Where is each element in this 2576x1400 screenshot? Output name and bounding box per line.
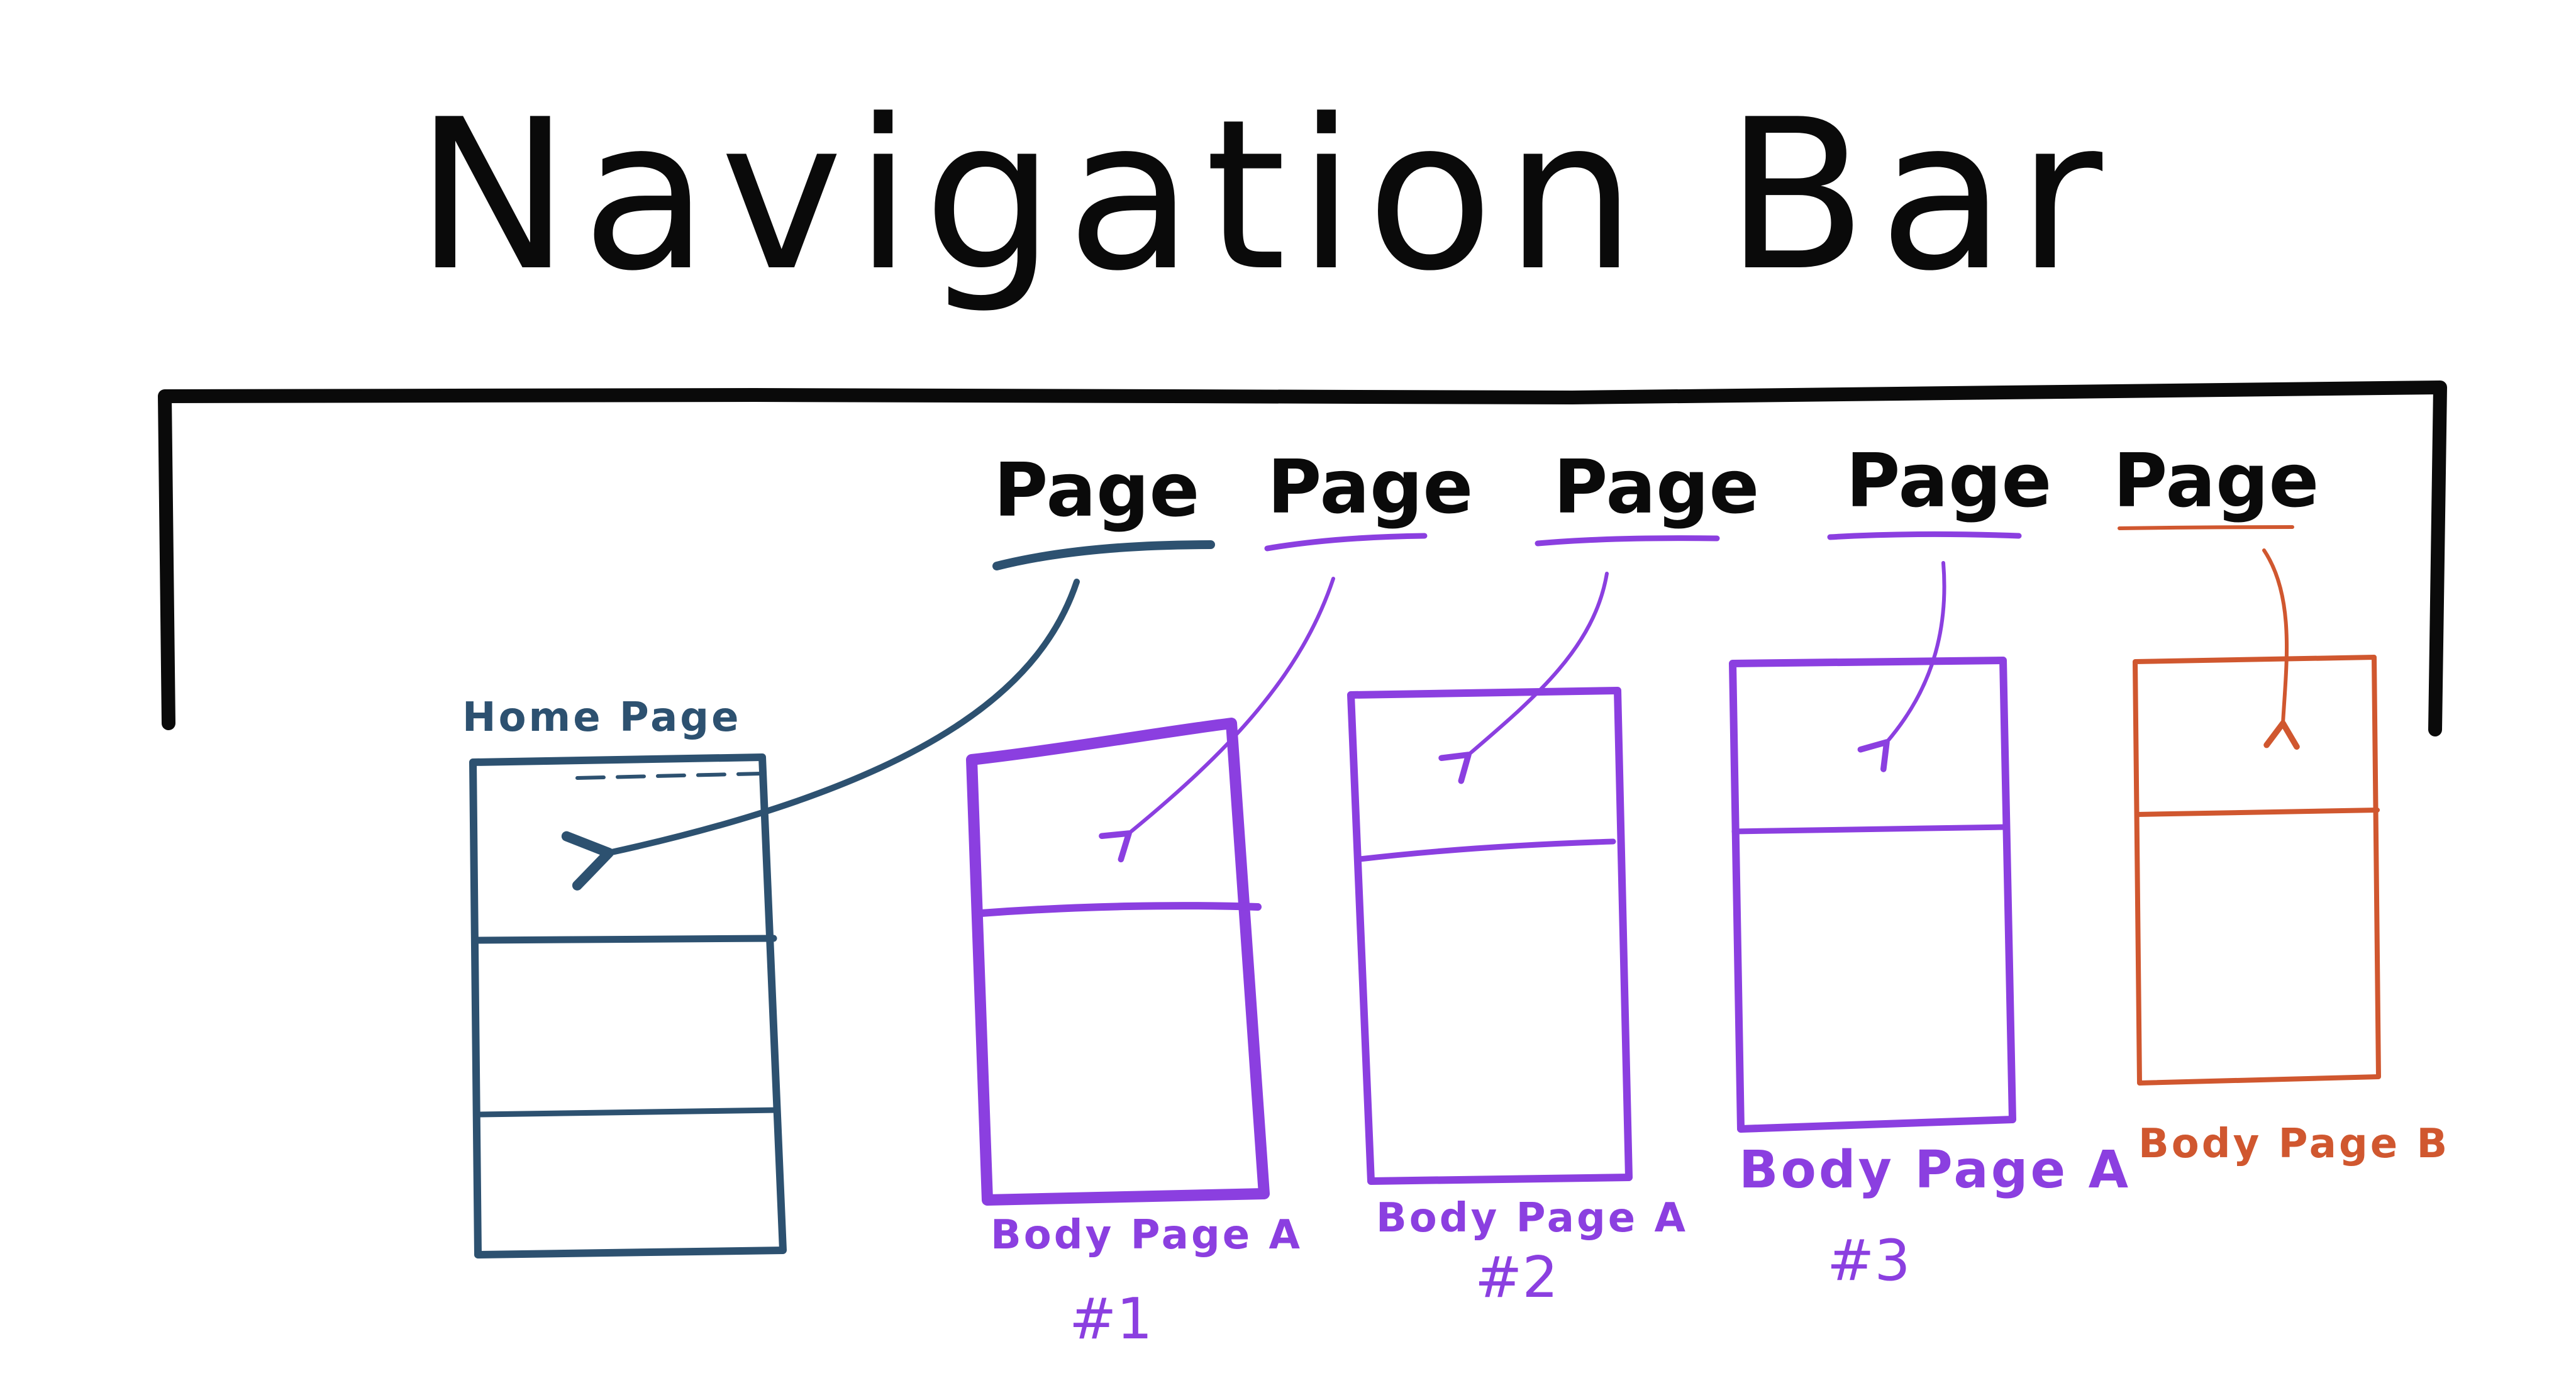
nav-tab-label: Page [1846,437,2051,524]
header-dashes [575,772,763,780]
nav-tab-body-a2[interactable]: Page [1535,443,1759,547]
section-divider [473,935,777,944]
nav-tab-body-b[interactable]: Page [2113,437,2319,530]
arrow-home [561,579,1080,891]
nav-tab-label: Page [1553,443,1759,530]
page-number: #2 [1475,1245,1558,1311]
nav-tab-body-a1[interactable]: Page [1264,443,1473,552]
page-wireframe-body-b: Body Page B [2133,655,2450,1167]
diagram-title: Navigation Bar [415,75,2114,316]
page-caption: Body Page A [1376,1195,1688,1242]
page-number: #3 [1827,1228,1911,1294]
section-divider [977,902,1262,917]
arrow-body-a3 [1857,561,1946,772]
page-frame [1729,657,2016,1133]
nav-tab-underline [2118,525,2294,530]
section-divider [1357,838,1616,862]
nav-tab-underline [1264,533,1428,552]
page-wireframe-body-a2: Body Page A #2 [1347,687,1688,1311]
page-caption: Body Page A [991,1212,1302,1258]
page-frame [966,718,1270,1206]
nav-tab-underline [1827,531,2022,540]
nav-tab-underline [1535,535,1720,547]
section-divider [477,1107,780,1118]
nav-tab-label: Page [1267,443,1473,530]
nav-tab-underline [992,540,1215,570]
section-divider [2135,808,2380,817]
page-caption: Body Page B [2138,1121,2450,1167]
arrow-body-a1 [1099,577,1335,863]
page-wireframe-body-a1: Body Page A #1 [966,718,1302,1352]
nav-tab-home[interactable]: Page [992,447,1215,570]
page-wireframe-body-a3: Body Page A #3 [1729,657,2131,1294]
page-frame [1347,687,1633,1185]
page-number: #1 [1069,1286,1153,1352]
section-divider [1731,824,2008,835]
page-caption: Home Page [462,694,741,741]
page-caption: Body Page A [1739,1140,2131,1200]
page-wireframe-home: Home Page [462,694,787,1258]
arrow-body-a2 [1438,572,1609,784]
nav-tab-label: Page [994,447,1199,533]
page-frame [2133,655,2381,1086]
nav-tab-label: Page [2113,437,2319,524]
arrow-body-b [2262,548,2300,750]
page-frame [469,753,787,1258]
nav-tab-body-a3[interactable]: Page [1827,437,2051,540]
navigation-bar-bracket [158,381,2447,736]
